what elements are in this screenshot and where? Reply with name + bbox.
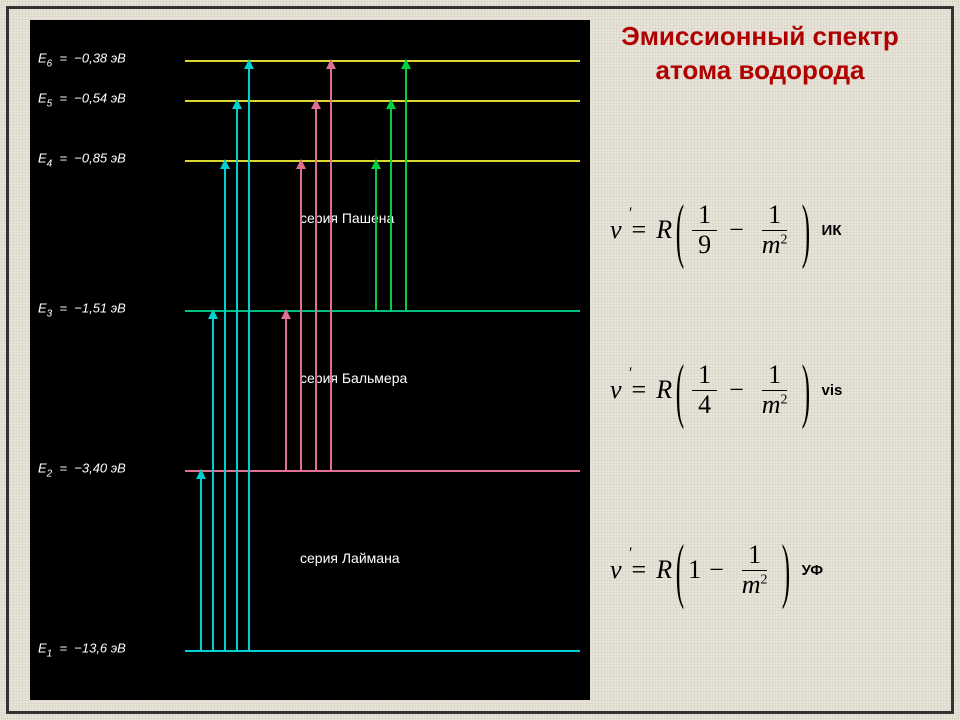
transition-arrow	[224, 160, 226, 650]
transition-arrow	[405, 60, 407, 310]
level-line	[185, 160, 580, 162]
formula-expression: ν′=R(1−1m2)	[610, 540, 790, 600]
rydberg-formula-1: ν′=R(14−1m2) vis	[610, 360, 842, 420]
spectral-region-label: УФ	[802, 562, 824, 579]
transition-arrow	[375, 160, 377, 310]
level-line	[185, 650, 580, 652]
transition-arrow	[236, 100, 238, 650]
transition-arrow	[300, 160, 302, 470]
spectral-region-label: ИК	[822, 222, 842, 239]
rydberg-formula-2: ν′=R(1−1m2) УФ	[610, 540, 823, 600]
transition-arrow	[330, 60, 332, 470]
slide-title: Эмиссионный спектр атома водорода	[600, 20, 920, 88]
transition-arrow	[285, 310, 287, 470]
level-label: E5 = −0,54 эВ	[38, 91, 126, 110]
level-line	[185, 310, 580, 312]
transition-arrow	[390, 100, 392, 310]
level-label: E4 = −0,85 эВ	[38, 151, 126, 170]
level-label: E6 = −0,38 эВ	[38, 51, 126, 70]
level-line	[185, 100, 580, 102]
transition-arrow	[248, 60, 250, 650]
level-label: E3 = −1,51 эВ	[38, 301, 126, 320]
level-line	[185, 470, 580, 472]
rydberg-formula-0: ν′=R(19−1m2) ИК	[610, 200, 841, 260]
energy-diagram-panel: E6 = −0,38 эВ E5 = −0,54 эВ E4 = −0,85 эВ E…	[30, 20, 590, 700]
title-line-1: Эмиссионный спектр	[621, 21, 899, 51]
title-line-2: атома водорода	[656, 55, 865, 85]
formula-expression: ν′=R(14−1m2)	[610, 360, 810, 420]
formula-expression: ν′=R(19−1m2)	[610, 200, 810, 260]
series-label: серия Лаймана	[300, 550, 400, 566]
spectral-region-label: vis	[822, 382, 843, 399]
transition-arrow	[200, 470, 202, 650]
level-label: E1 = −13,6 эВ	[38, 641, 126, 660]
level-label: E2 = −3,40 эВ	[38, 461, 126, 480]
transition-arrow	[315, 100, 317, 470]
transition-arrow	[212, 310, 214, 650]
